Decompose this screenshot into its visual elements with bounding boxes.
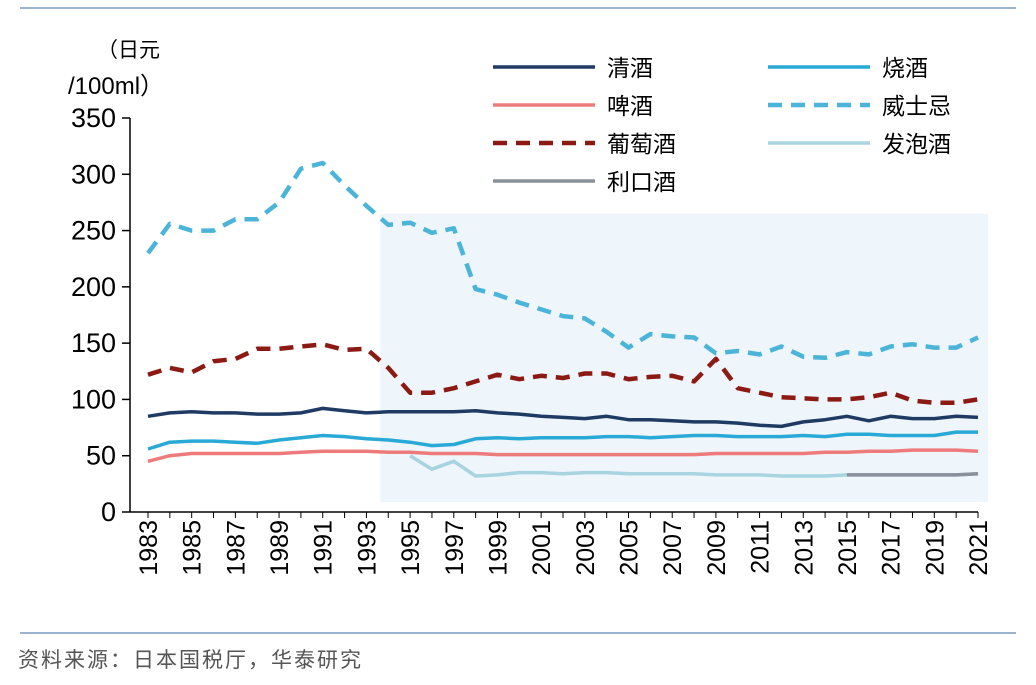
legend-label: 清酒 [607, 56, 653, 82]
x-tick-label: 1993 [353, 520, 381, 576]
y-axis: 0 50 100 150 200 250 300 350 [71, 103, 131, 527]
x-tick-label: 2001 [528, 520, 556, 576]
series-line-葡萄酒 [147, 342, 979, 406]
x-tick-label: 2017 [878, 520, 906, 576]
legend-label: 威士忌 [882, 94, 951, 120]
x-tick-label: 1983 [135, 520, 163, 576]
highlight-area-group [380, 213, 988, 502]
x-tick-label: 2011 [747, 520, 775, 574]
x-tick-label: 2003 [572, 520, 600, 576]
series-line-清酒 [147, 406, 979, 429]
y-tick-label: 0 [101, 497, 116, 527]
series-line-烧酒 [147, 430, 978, 451]
series-line-利口酒 [846, 471, 979, 477]
legend-label: 啤酒 [607, 94, 653, 120]
x-tick-label: 2021 [965, 520, 993, 576]
legend-label: 利口酒 [607, 170, 676, 196]
legend-item: 啤酒 [493, 94, 653, 120]
x-tick-label: 1999 [484, 520, 512, 576]
series-line-啤酒 [147, 448, 979, 463]
y-tick-label: 50 [86, 441, 116, 471]
x-tick-label: 2007 [659, 520, 687, 576]
y-tick-label: 350 [71, 103, 116, 133]
x-tick-label: 1987 [222, 520, 250, 576]
legend-item: 葡萄酒 [493, 132, 676, 158]
source-note: 资料来源：日本国税厅，华泰研究 [18, 648, 363, 672]
x-tick-label: 1995 [397, 520, 425, 576]
x-tick-label: 1991 [310, 520, 338, 576]
x-tick-label: 1985 [179, 520, 207, 576]
legend-label: 发泡酒 [882, 132, 951, 158]
y-tick-label: 250 [71, 216, 116, 246]
legend-item: 清酒 [493, 56, 653, 82]
y-tick-label: 100 [71, 384, 116, 414]
highlight-band [380, 213, 988, 502]
y-tick-label: 150 [71, 328, 116, 358]
legend-item: 烧酒 [768, 56, 928, 82]
legend-label: 烧酒 [882, 56, 928, 82]
unit-label: （日元 /100ml） [68, 38, 164, 100]
legend-item: 威士忌 [768, 94, 951, 120]
series-line-威士忌 [146, 160, 979, 361]
legend-label: 葡萄酒 [607, 132, 676, 158]
x-tick-label: 2009 [703, 520, 731, 576]
legend-item: 利口酒 [493, 170, 676, 196]
x-axis: 1983 1985 1987 1989 1991 1993 1995 1997 1999 2001… [130, 511, 993, 576]
y-unit-label-line2: /100ml） [68, 73, 164, 100]
y-tick-label: 300 [71, 159, 116, 189]
x-tick-label: 1989 [266, 520, 294, 576]
x-tick-label: 1997 [441, 520, 469, 576]
x-tick-label: 2013 [790, 520, 818, 576]
x-tick-label: 2019 [921, 520, 949, 576]
x-tick-label: 2005 [616, 520, 644, 576]
y-tick-label: 200 [71, 272, 116, 302]
y-unit-label-line1: （日元 [97, 38, 160, 62]
x-tick-label: 2015 [834, 520, 862, 576]
legend-item: 发泡酒 [768, 132, 951, 158]
series-lines [146, 160, 979, 478]
